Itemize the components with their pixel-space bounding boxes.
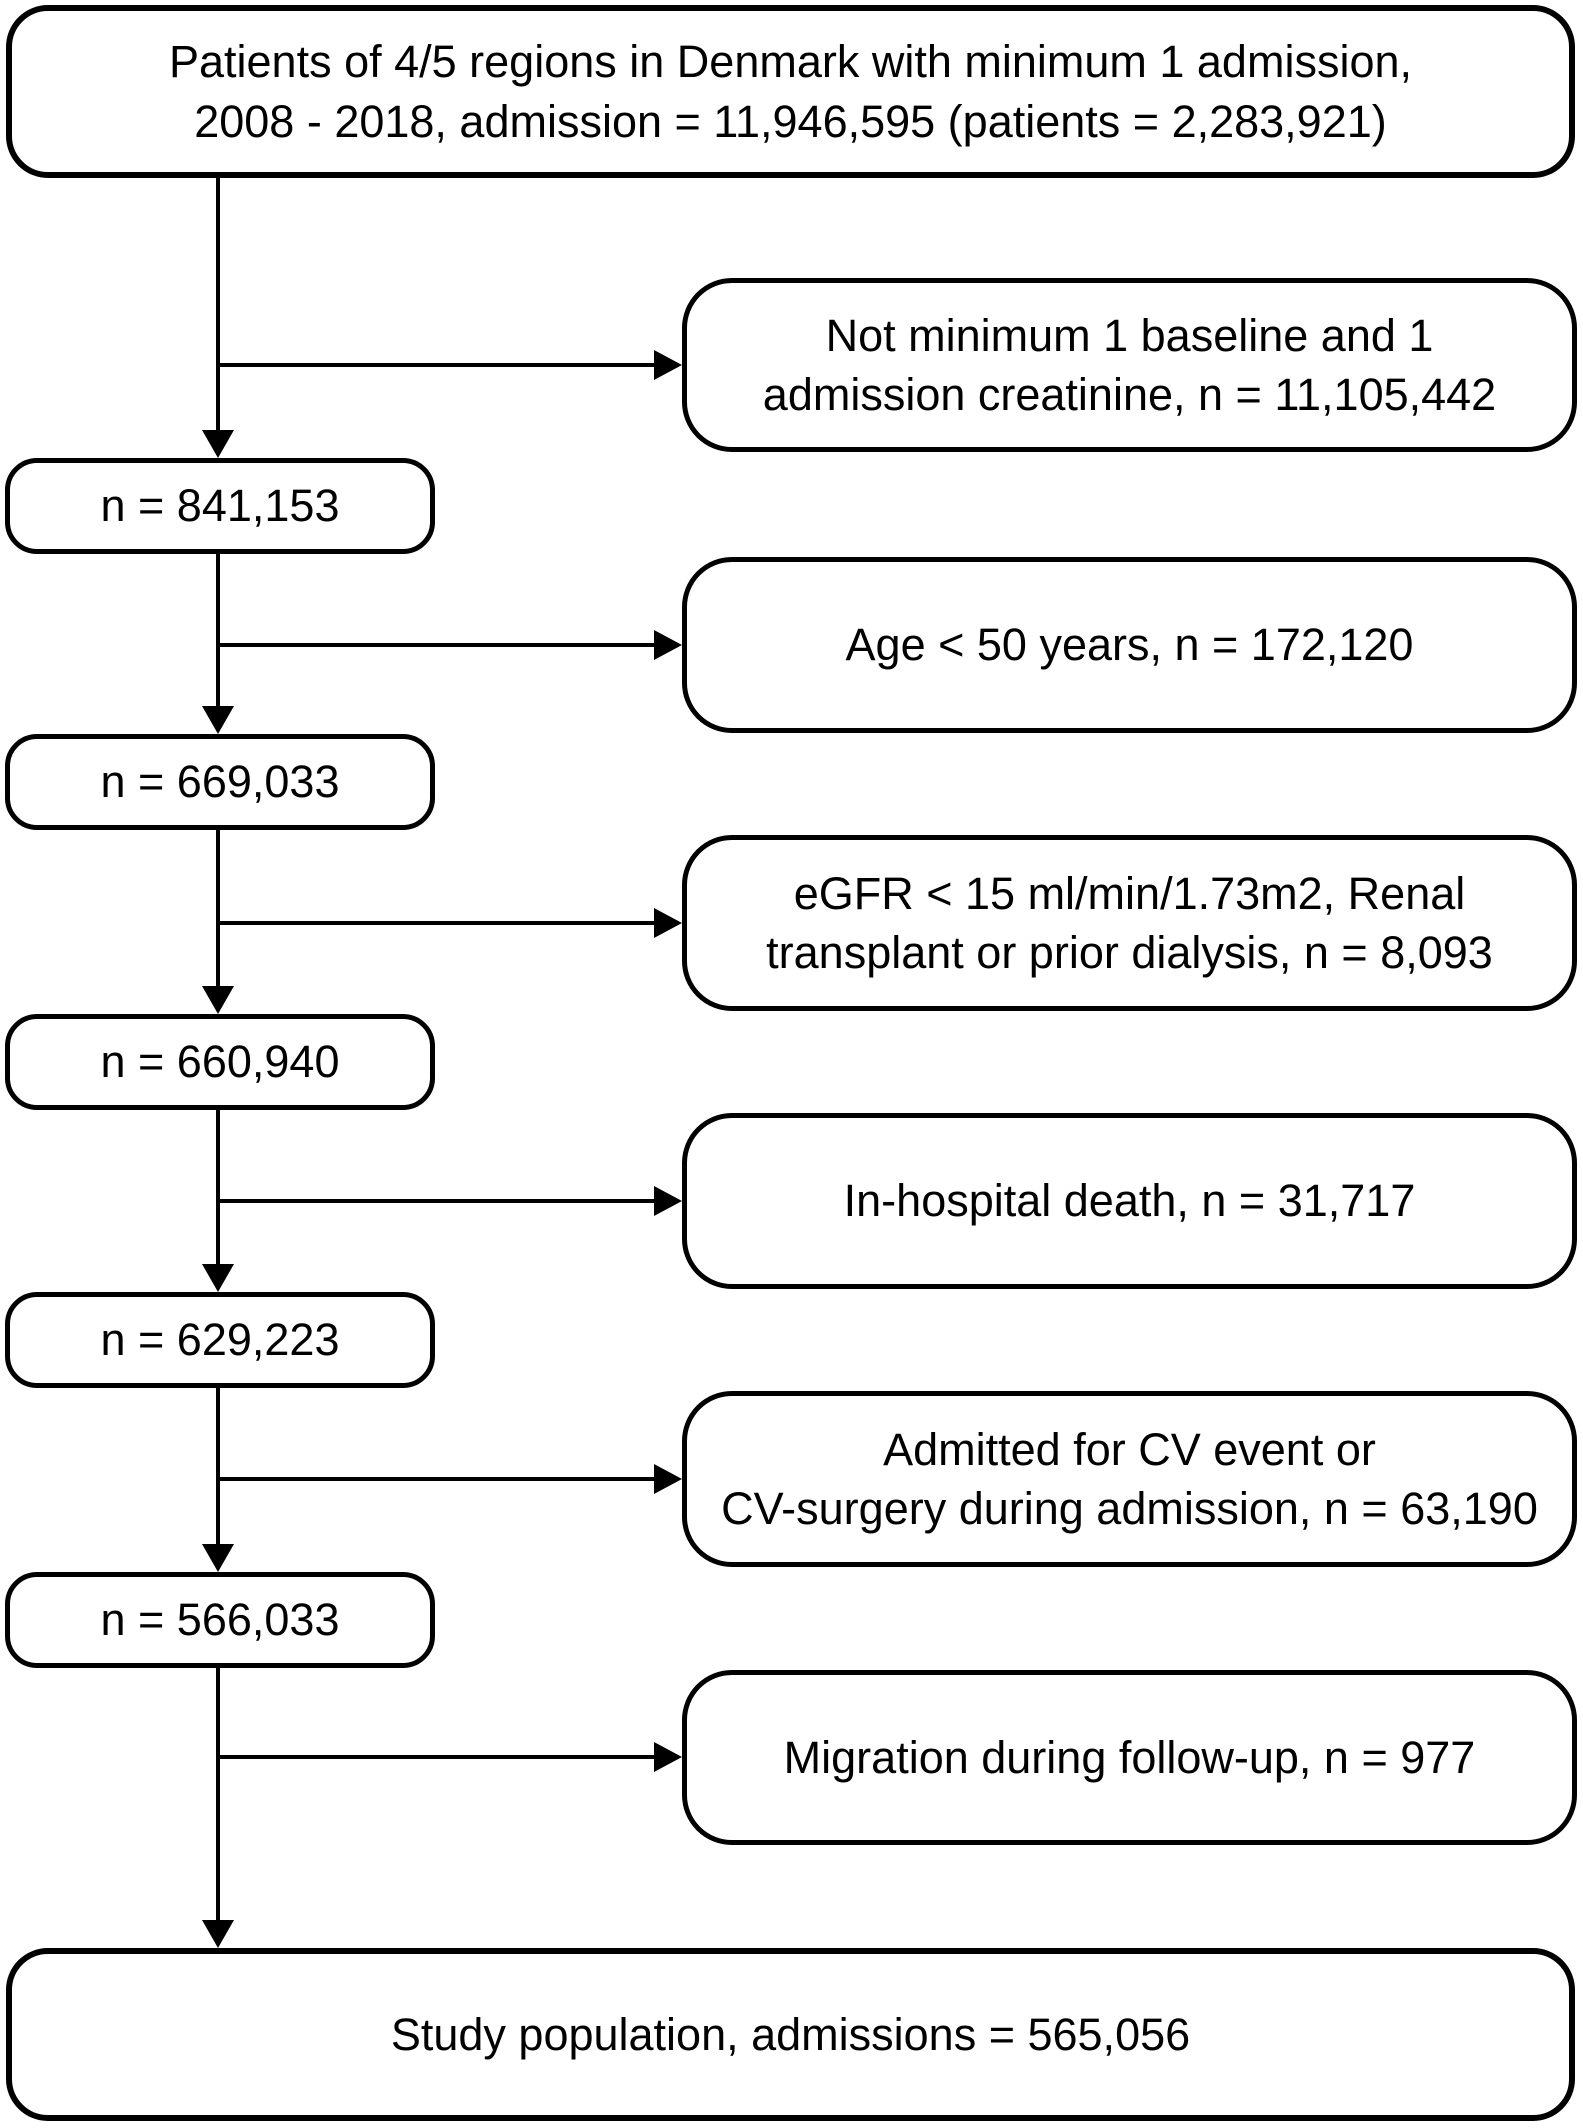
arrow-to-exclusion-migration bbox=[218, 1742, 682, 1772]
exclusion-box-creatinine: Not minimum 1 baseline and 1 admission c… bbox=[682, 278, 1577, 452]
exclusion-box-egfr: eGFR < 15 ml/min/1.73m2, Renal transplan… bbox=[682, 835, 1577, 1011]
arrow-to-exclusion-creatinine bbox=[218, 350, 682, 380]
cohort-box-2: n = 669,033 bbox=[5, 734, 435, 830]
arrow-to-exclusion-inhospital-death bbox=[218, 1186, 682, 1216]
arrow-cohort-5-to-final bbox=[202, 1668, 234, 1948]
exclusion-box-age: Age < 50 years, n = 172,120 bbox=[682, 557, 1577, 733]
cohort-box-3: n = 660,940 bbox=[5, 1014, 435, 1110]
arrow-cohort-3-to-cohort-4 bbox=[202, 1110, 234, 1292]
population-source-box: Patients of 4/5 regions in Denmark with … bbox=[6, 5, 1575, 178]
arrow-to-exclusion-egfr bbox=[218, 908, 682, 938]
exclusion-box-migration: Migration during follow-up, n = 977 bbox=[682, 1670, 1577, 1845]
exclusion-box-cv-event: Admitted for CV event or CV-surgery duri… bbox=[682, 1391, 1577, 1567]
arrow-to-exclusion-cv-event bbox=[218, 1464, 682, 1494]
cohort-box-1: n = 841,153 bbox=[5, 458, 435, 554]
arrow-cohort-2-to-cohort-3 bbox=[202, 830, 234, 1014]
arrow-cohort-1-to-cohort-2 bbox=[202, 554, 234, 734]
arrow-cohort-4-to-cohort-5 bbox=[202, 1388, 234, 1572]
cohort-box-5: n = 566,033 bbox=[5, 1572, 435, 1668]
arrow-to-exclusion-age bbox=[218, 630, 682, 660]
arrow-source-to-cohort-1 bbox=[202, 178, 234, 458]
study-population-box: Study population, admissions = 565,056 bbox=[6, 1948, 1575, 2121]
cohort-box-4: n = 629,223 bbox=[5, 1292, 435, 1388]
exclusion-box-inhospital-death: In-hospital death, n = 31,717 bbox=[682, 1113, 1577, 1289]
